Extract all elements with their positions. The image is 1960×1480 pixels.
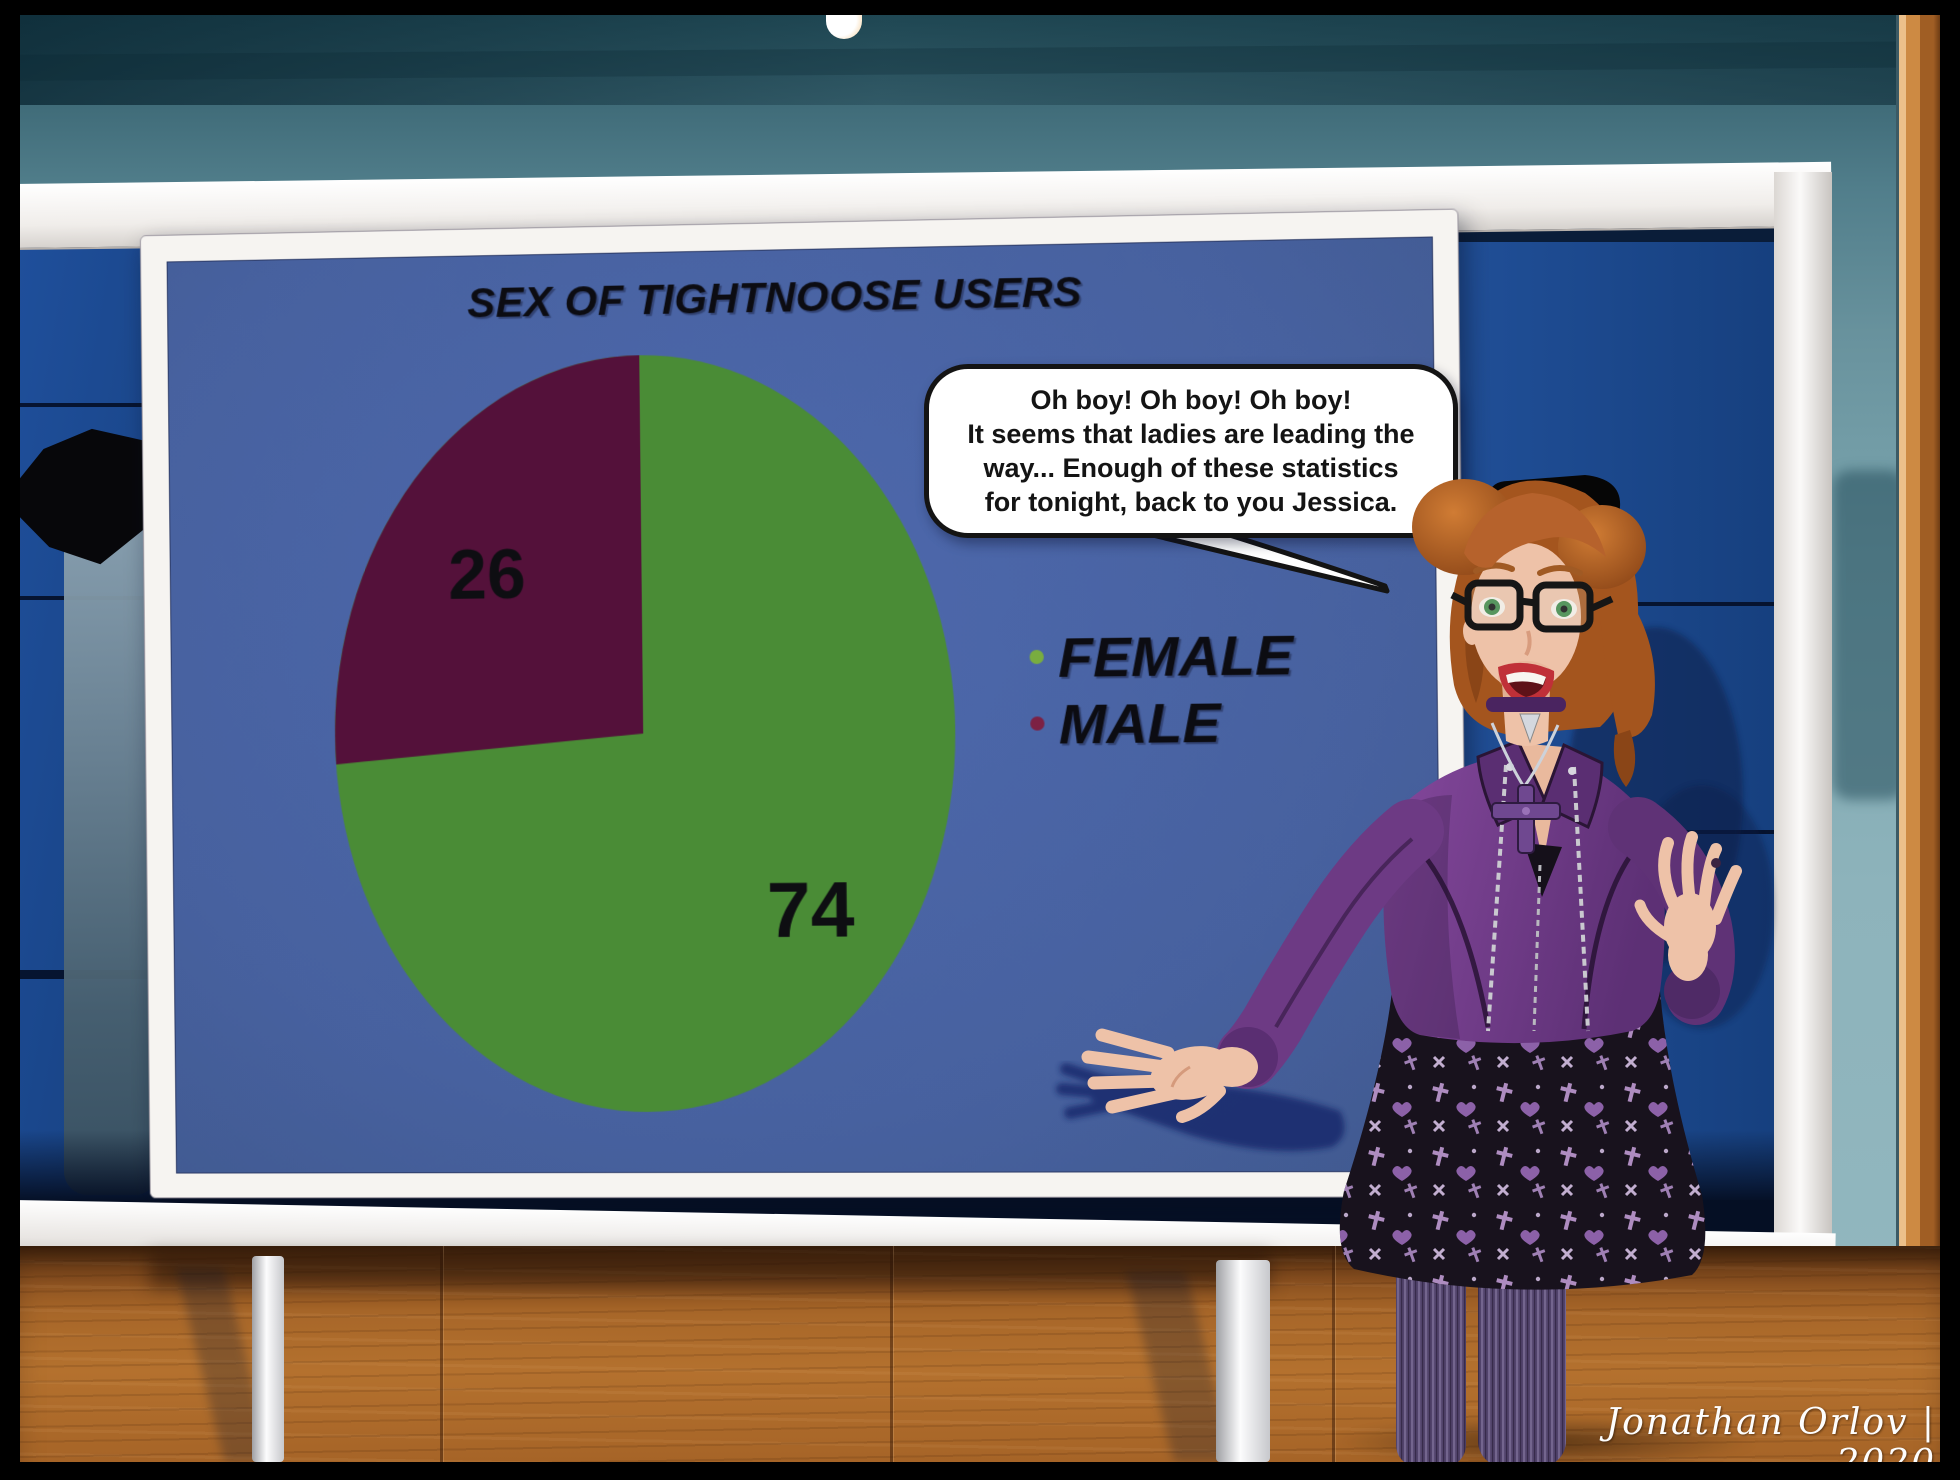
- pie-slice-male: [331, 355, 644, 765]
- panel-seam: [20, 403, 162, 407]
- pendant: [1519, 713, 1541, 744]
- camisole: [1524, 843, 1562, 897]
- presenter-figure: [1056, 475, 1774, 1467]
- frame-border-left: [0, 0, 20, 1480]
- choker: [1486, 697, 1566, 744]
- raised-arm: [1608, 797, 1742, 1025]
- skirt: [1339, 991, 1706, 1290]
- frame-border-top: [0, 0, 1960, 15]
- board-leg-left: [252, 1256, 284, 1462]
- cross-pendant-icon: [1491, 784, 1561, 854]
- mouth: [1498, 662, 1555, 707]
- cupped-hand: [1634, 831, 1742, 981]
- ceiling-shade: [20, 15, 1940, 105]
- head: [1450, 493, 1614, 707]
- value-label-female: 74: [766, 864, 855, 954]
- bubble-line-3: way... Enough of these statistics: [983, 453, 1399, 483]
- board-leg-right: [1216, 1260, 1270, 1462]
- ring: [1711, 858, 1721, 868]
- speech-bubble: Oh boy! Oh boy! Oh boy! It seems that la…: [924, 364, 1458, 538]
- wall-shadow: [1832, 470, 1907, 800]
- hair-fringe: [1464, 493, 1606, 568]
- plank-seam: [440, 1246, 443, 1462]
- eyebrow: [1537, 565, 1583, 576]
- frame-border-right: [1940, 0, 1960, 1480]
- backdrop-panel-left: [18, 248, 162, 1200]
- bubble-line-4: for tonight, back to you Jessica.: [984, 487, 1398, 517]
- teeth: [1506, 671, 1546, 685]
- zipper: [1572, 766, 1590, 1032]
- open-hand: [1081, 1028, 1258, 1123]
- zipper: [1486, 764, 1508, 1032]
- value-label-male: 26: [447, 535, 527, 614]
- plank-seam: [1332, 1246, 1335, 1462]
- extended-arm: [1081, 799, 1444, 1123]
- frame-right-bar: [1774, 172, 1832, 1258]
- wood-pillar: [1896, 15, 1940, 1462]
- bubble-line-2: It seems that ladies are leading the: [967, 419, 1415, 449]
- bubble-line-1: Oh boy! Oh boy! Oh boy!: [1030, 385, 1352, 415]
- chair-silhouette: [64, 453, 158, 1195]
- hair-tail: [1600, 585, 1655, 738]
- board-shadow: [150, 1254, 1270, 1288]
- zipper: [1532, 864, 1542, 1032]
- eyebrow: [1473, 562, 1515, 574]
- plank-seam: [890, 1246, 893, 1462]
- glasses-icon: [1450, 579, 1614, 633]
- pie-chart: [331, 349, 960, 1113]
- frame-border-bottom: [0, 1462, 1960, 1480]
- chart-board: SEX OF TIGHTNOOSE USERS 26 74 FEMALE MAL…: [139, 208, 1469, 1199]
- nose: [1524, 630, 1532, 657]
